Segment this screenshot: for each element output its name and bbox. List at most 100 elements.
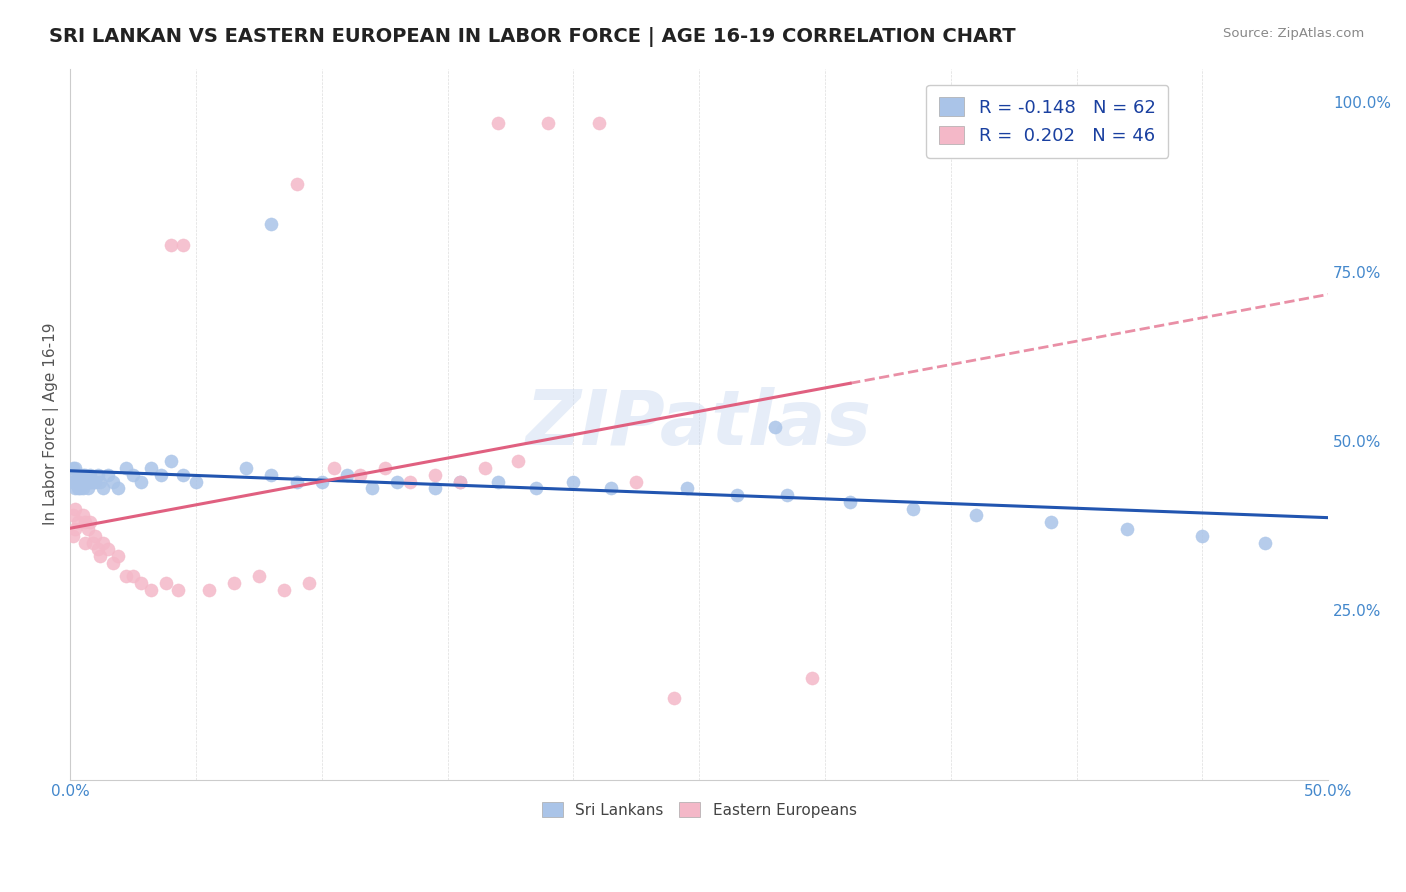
Point	[66, 467, 89, 482]
Text: SRI LANKAN VS EASTERN EUROPEAN IN LABOR FORCE | AGE 16-19 CORRELATION CHART: SRI LANKAN VS EASTERN EUROPEAN IN LABOR …	[49, 27, 1015, 46]
Point	[486, 475, 509, 489]
Point	[65, 482, 87, 496]
Point	[524, 482, 547, 496]
Point	[600, 482, 623, 496]
Point	[72, 482, 94, 496]
Point	[273, 582, 295, 597]
Point	[1254, 535, 1277, 549]
Point	[449, 475, 471, 489]
Point	[311, 475, 333, 489]
Point	[97, 467, 120, 482]
Point	[75, 467, 97, 482]
Point	[101, 475, 124, 489]
Point	[76, 482, 98, 496]
Point	[222, 576, 245, 591]
Point	[62, 508, 84, 523]
Point	[247, 569, 270, 583]
Point	[89, 475, 111, 489]
Point	[285, 475, 308, 489]
Point	[76, 522, 98, 536]
Y-axis label: In Labor Force | Age 16-19: In Labor Force | Age 16-19	[44, 323, 59, 525]
Point	[423, 482, 446, 496]
Point	[97, 542, 120, 557]
Point	[449, 475, 471, 489]
Point	[486, 116, 509, 130]
Point	[160, 454, 183, 468]
Text: ZIPatlas: ZIPatlas	[526, 387, 872, 461]
Point	[114, 569, 136, 583]
Point	[423, 467, 446, 482]
Point	[91, 482, 114, 496]
Point	[562, 475, 585, 489]
Point	[65, 467, 87, 482]
Point	[149, 467, 172, 482]
Point	[387, 475, 409, 489]
Point	[107, 549, 129, 563]
Point	[101, 556, 124, 570]
Point	[75, 515, 97, 529]
Point	[122, 569, 145, 583]
Point	[588, 116, 610, 130]
Point	[72, 467, 94, 482]
Point	[65, 522, 87, 536]
Point	[901, 501, 924, 516]
Point	[66, 482, 89, 496]
Point	[84, 529, 107, 543]
Point	[89, 549, 111, 563]
Point	[139, 582, 162, 597]
Point	[172, 237, 194, 252]
Point	[336, 467, 359, 482]
Point	[65, 501, 87, 516]
Point	[66, 515, 89, 529]
Point	[260, 217, 283, 231]
Point	[91, 535, 114, 549]
Point	[349, 467, 371, 482]
Point	[626, 475, 648, 489]
Point	[69, 475, 91, 489]
Point	[260, 467, 283, 482]
Point	[725, 488, 748, 502]
Point	[72, 508, 94, 523]
Point	[776, 488, 799, 502]
Point	[323, 461, 346, 475]
Point	[474, 461, 496, 475]
Point	[506, 454, 529, 468]
Point	[965, 508, 987, 523]
Point	[65, 461, 87, 475]
Point	[172, 467, 194, 482]
Point	[184, 475, 207, 489]
Point	[1040, 515, 1063, 529]
Point	[662, 691, 685, 706]
Legend: Sri Lankans, Eastern Europeans: Sri Lankans, Eastern Europeans	[534, 794, 865, 825]
Point	[675, 482, 697, 496]
Point	[139, 461, 162, 475]
Point	[79, 467, 101, 482]
Point	[75, 475, 97, 489]
Point	[79, 515, 101, 529]
Point	[537, 116, 560, 130]
Point	[65, 475, 87, 489]
Point	[839, 495, 862, 509]
Point	[79, 475, 101, 489]
Point	[285, 177, 308, 191]
Point	[62, 475, 84, 489]
Point	[1191, 529, 1213, 543]
Point	[399, 475, 422, 489]
Point	[374, 461, 396, 475]
Point	[235, 461, 257, 475]
Point	[87, 467, 110, 482]
Point	[160, 237, 183, 252]
Point	[763, 420, 786, 434]
Point	[361, 482, 384, 496]
Point	[129, 475, 152, 489]
Point	[82, 475, 104, 489]
Point	[62, 461, 84, 475]
Point	[122, 467, 145, 482]
Point	[69, 482, 91, 496]
Point	[1115, 522, 1137, 536]
Point	[75, 535, 97, 549]
Point	[114, 461, 136, 475]
Point	[801, 671, 824, 685]
Point	[87, 542, 110, 557]
Point	[167, 582, 190, 597]
